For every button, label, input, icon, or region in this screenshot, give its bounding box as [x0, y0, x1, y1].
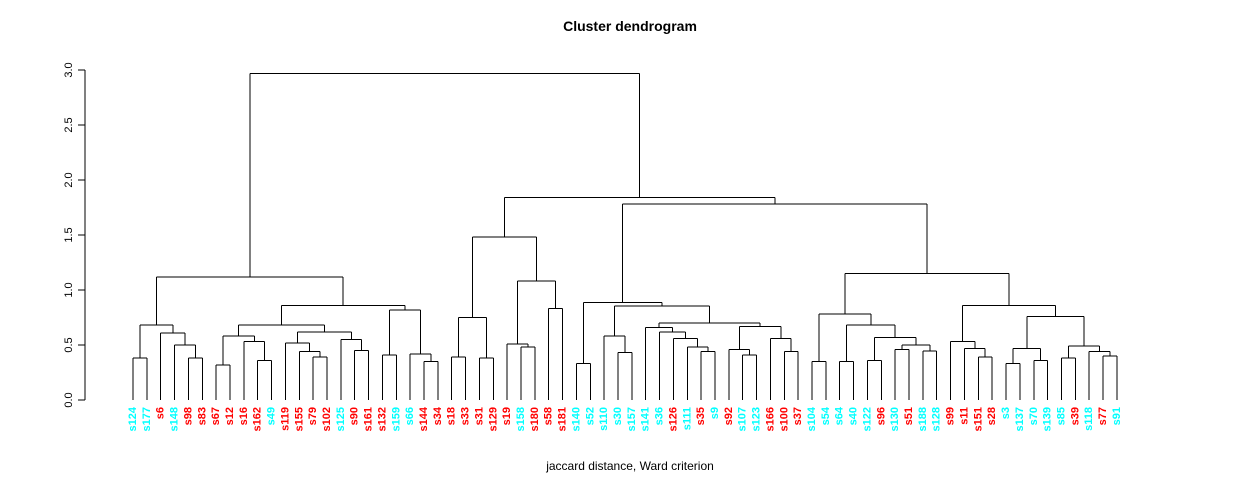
leaf-label: s110	[598, 407, 610, 431]
y-axis-tick-label: 0.0	[63, 392, 75, 407]
leaf-label: s51	[903, 407, 915, 425]
leaf-label: s107	[737, 407, 749, 431]
leaf-label: s34	[432, 406, 444, 425]
leaf-label: s129	[487, 407, 499, 431]
leaf-label: s118	[1083, 407, 1095, 431]
leaf-label: s99	[945, 407, 957, 425]
leaf-label: s140	[570, 407, 582, 431]
leaf-label: s181	[557, 407, 569, 431]
leaf-label: s162	[252, 407, 264, 431]
leaf-label: s158	[515, 407, 527, 431]
leaf-label: s125	[335, 407, 347, 431]
leaf-label: s18	[446, 407, 458, 425]
leaf-label: s37	[792, 407, 804, 425]
y-axis: 0.0 0.5 1.0 1.5 2.0 2.5 3.0	[63, 62, 86, 408]
leaf-label: s33	[460, 407, 472, 425]
leaf-label: s102	[321, 407, 333, 431]
leaf-label: s100	[778, 407, 790, 431]
leaf-label: s124	[127, 406, 139, 431]
leaf-label: s39	[1069, 407, 1081, 425]
leaf-label: s144	[418, 406, 430, 431]
y-axis-tick-label: 1.5	[63, 227, 75, 242]
leaf-label: s122	[861, 407, 873, 431]
leaf-label: s98	[182, 407, 194, 425]
y-axis-tick-label: 3.0	[63, 62, 75, 77]
leaf-label: s180	[529, 407, 541, 431]
x-axis-label: jaccard distance, Ward criterion	[545, 459, 714, 473]
leaf-label: s119	[279, 407, 291, 431]
y-axis-tick-label: 2.0	[63, 172, 75, 187]
y-axis-tick-label: 0.5	[63, 337, 75, 352]
leaf-label: s85	[1055, 407, 1067, 425]
leaf-label: s96	[875, 407, 887, 425]
leaf-label: s104	[806, 406, 818, 431]
leaf-label: s111	[681, 407, 693, 430]
leaf-label: s3	[1000, 407, 1012, 419]
leaf-label: s70	[1028, 407, 1040, 425]
leaf-label: s40	[848, 407, 860, 425]
leaf-label: s188	[917, 407, 929, 431]
leaf-label: s28	[986, 407, 998, 425]
leaf-label: s52	[584, 407, 596, 425]
leaf-label: s132	[376, 407, 388, 431]
leaf-labels: s124 s177 s6 s148 s98 s83 s67 s12 s16 s162 s49 s119…	[127, 406, 1123, 431]
leaf-label: s90	[349, 407, 361, 425]
leaf-label: s67	[210, 407, 222, 425]
leaf-label: s19	[501, 407, 513, 425]
leaf-label: s16	[238, 407, 250, 425]
leaf-label: s83	[196, 407, 208, 425]
leaf-label: s54	[820, 406, 832, 425]
leaf-label: s91	[1111, 407, 1123, 425]
leaf-label: s128	[931, 407, 943, 431]
leaf-label: s92	[723, 407, 735, 425]
leaf-label: s11	[958, 407, 970, 425]
leaf-label: s66	[404, 407, 416, 425]
leaf-label: s58	[543, 407, 555, 425]
leaf-label: s35	[695, 407, 707, 425]
leaf-label: s64	[834, 406, 846, 425]
leaf-label: s155	[293, 407, 305, 431]
leaf-label: s6	[155, 407, 167, 419]
leaf-label: s123	[751, 407, 763, 431]
leaf-label: s49	[266, 407, 278, 425]
leaf-label: s177	[141, 407, 153, 431]
leaf-label: s137	[1014, 407, 1026, 431]
dendrogram-segments	[132, 72, 1118, 400]
leaf-label: s30	[612, 407, 624, 425]
leaf-label: s126	[667, 407, 679, 431]
leaf-label: s36	[654, 407, 666, 425]
leaf-label: s159	[390, 407, 402, 431]
leaf-label: s77	[1097, 407, 1109, 425]
leaf-label: s31	[473, 407, 485, 425]
leaf-label: s9	[709, 407, 721, 419]
leaf-label: s148	[169, 407, 181, 431]
leaf-label: s79	[307, 407, 319, 425]
leaf-label: s141	[640, 407, 652, 431]
leaf-label: s139	[1042, 407, 1054, 431]
leaf-label: s130	[889, 407, 901, 431]
y-axis-tick-label: 2.5	[63, 117, 75, 132]
leaf-label: s161	[363, 407, 375, 431]
leaf-label: s166	[764, 407, 776, 431]
chart-title: Cluster dendrogram	[563, 18, 697, 34]
leaf-label: s157	[626, 407, 638, 431]
leaf-label: s151	[972, 407, 984, 431]
y-axis-tick-label: 1.0	[63, 282, 75, 297]
leaf-label: s12	[224, 407, 236, 425]
